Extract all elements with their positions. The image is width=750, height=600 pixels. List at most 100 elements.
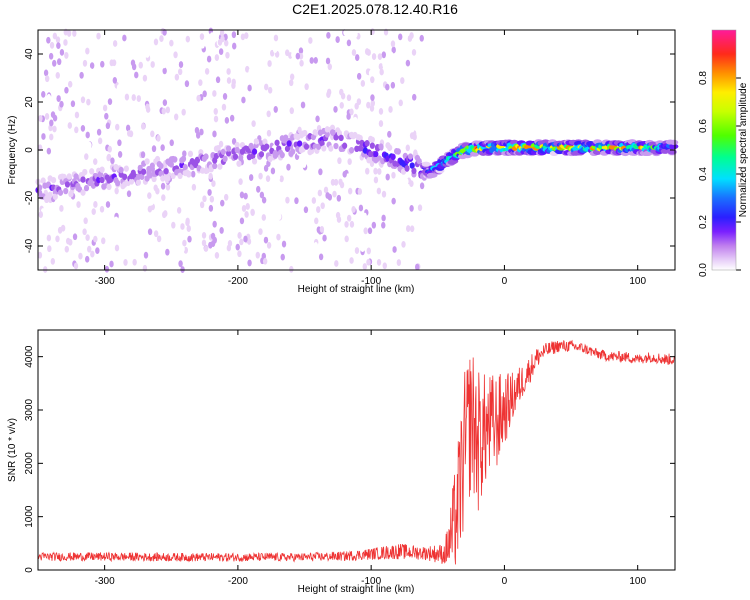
spectrogram-ridge-cell <box>369 142 375 149</box>
spectrogram-cell <box>260 35 266 43</box>
spectrogram-cell <box>202 195 207 203</box>
spectrogram-cell <box>275 174 281 181</box>
snr-x-tick-label: 100 <box>629 576 646 587</box>
spectrogram-ridge-cell <box>165 174 171 182</box>
spectrogram-cell <box>379 205 384 213</box>
spectrogram-cell <box>338 178 343 186</box>
spectrogram-ridge-cell <box>141 168 147 175</box>
spectrogram-cell <box>118 232 123 240</box>
spectrogram-cell <box>213 115 219 123</box>
spectrogram-cell <box>162 28 167 36</box>
spectrogram-cell <box>66 30 72 37</box>
spectrogram-cell <box>145 103 150 111</box>
spectrogram-cell <box>177 68 183 76</box>
spectrogram-ridge-cell <box>262 138 268 145</box>
spectrogram-cell <box>257 159 262 167</box>
spectrogram-ridge-cell <box>82 168 88 176</box>
spectrogram-cell <box>264 83 269 91</box>
spectrogram-cell <box>291 51 296 59</box>
spectrogram-cell <box>239 238 244 246</box>
spectrogram-cell <box>224 116 230 124</box>
spectrogram-cell <box>55 235 60 243</box>
spectrogram-cell <box>391 197 396 205</box>
spectrogram-ridge-cell <box>369 136 375 144</box>
spectrogram-cell <box>284 171 289 179</box>
spectrogram-cell <box>40 120 46 128</box>
spectrogram-cell <box>178 260 183 268</box>
spectrogram-cell <box>248 68 253 75</box>
spectrogram-cell <box>43 69 49 77</box>
spectrogram-cell <box>371 265 377 273</box>
spectrogram-cell <box>351 206 356 213</box>
spectrogram-cell <box>327 63 332 71</box>
spectrogram-cell <box>281 240 287 248</box>
spectrogram-cell <box>250 209 255 216</box>
spectrogram-cell <box>301 161 307 168</box>
spectrogram-cell <box>38 115 43 122</box>
spectrogram-cell <box>419 182 425 190</box>
spectrogram-cell <box>120 129 125 137</box>
spectrogram-y-tick-label: 20 <box>24 96 35 108</box>
spectrogram-cell <box>46 36 51 44</box>
spectrogram-ridge-cell <box>212 162 218 170</box>
spectrogram-cell <box>199 201 205 209</box>
spectrogram-cell <box>96 128 102 136</box>
spectrogram-cell <box>93 235 98 243</box>
spectrogram-cell <box>142 264 148 272</box>
spectrogram-cell <box>370 99 376 107</box>
spectrogram-cell <box>419 34 424 42</box>
spectrogram-cell <box>122 34 127 42</box>
spectrogram-ridge-cell <box>128 178 135 185</box>
spectrogram-cell <box>360 245 365 252</box>
spectrogram-cell <box>37 251 43 259</box>
spectrogram-ridge-cell <box>177 172 183 180</box>
spectrogram-cell <box>103 166 109 174</box>
spectrogram-cell <box>90 30 95 38</box>
spectrogram-cell <box>358 204 364 212</box>
spectrogram-ridge-cell <box>118 166 124 174</box>
spectrogram-cell <box>263 164 269 172</box>
spectrogram-cell <box>376 187 382 195</box>
spectrogram-cell <box>102 104 108 112</box>
colorbar-tick-label: 0.2 <box>698 215 709 229</box>
spectrogram-cell <box>295 52 301 60</box>
spectrogram-ridge-cell <box>234 141 240 149</box>
snr-x-tick-label: -300 <box>95 576 115 587</box>
spectrogram-cell <box>409 204 414 212</box>
spectrogram-ridge-cell <box>115 179 121 187</box>
spectrogram-cell <box>78 252 83 260</box>
spectrogram-cell <box>259 191 265 199</box>
spectrogram-ridge-cell <box>238 154 244 161</box>
spectrogram-ridge-cell <box>378 143 384 150</box>
spectrogram-cell <box>398 99 403 107</box>
spectrogram-cell <box>289 73 295 81</box>
spectrogram-cell <box>176 206 182 214</box>
spectrogram-cell <box>370 94 375 102</box>
spectrogram-cell <box>217 38 223 46</box>
spectrogram-cell <box>182 239 187 247</box>
spectrogram-cell <box>226 68 231 75</box>
spectrogram-cell <box>285 49 290 57</box>
spectrogram-cell <box>213 108 218 115</box>
spectrogram-cell <box>270 167 276 175</box>
spectrogram-cell <box>67 122 73 129</box>
spectrogram-cell <box>74 111 80 119</box>
spectrogram-cell <box>313 242 318 249</box>
spectrogram-cell <box>87 112 92 119</box>
spectrogram-cell <box>160 144 165 152</box>
spectrogram-cell <box>412 60 418 68</box>
spectrogram-cell <box>262 257 268 265</box>
spectrogram-cell <box>123 259 128 266</box>
spectrogram-cell <box>241 96 246 104</box>
spectrogram-ridge-cell <box>290 148 296 155</box>
spectrogram-cell <box>49 119 54 127</box>
spectrogram-ridge-cell <box>149 165 155 172</box>
spectrogram-cell <box>367 227 373 235</box>
spectrogram-cell <box>99 205 105 213</box>
spectrogram-cell <box>226 244 232 252</box>
spectrogram-cell <box>326 91 331 99</box>
spectrogram-cell <box>389 51 394 59</box>
spectrogram-cell <box>52 125 57 133</box>
spectrogram-cell <box>335 36 340 43</box>
spectrogram-cell <box>130 59 136 67</box>
